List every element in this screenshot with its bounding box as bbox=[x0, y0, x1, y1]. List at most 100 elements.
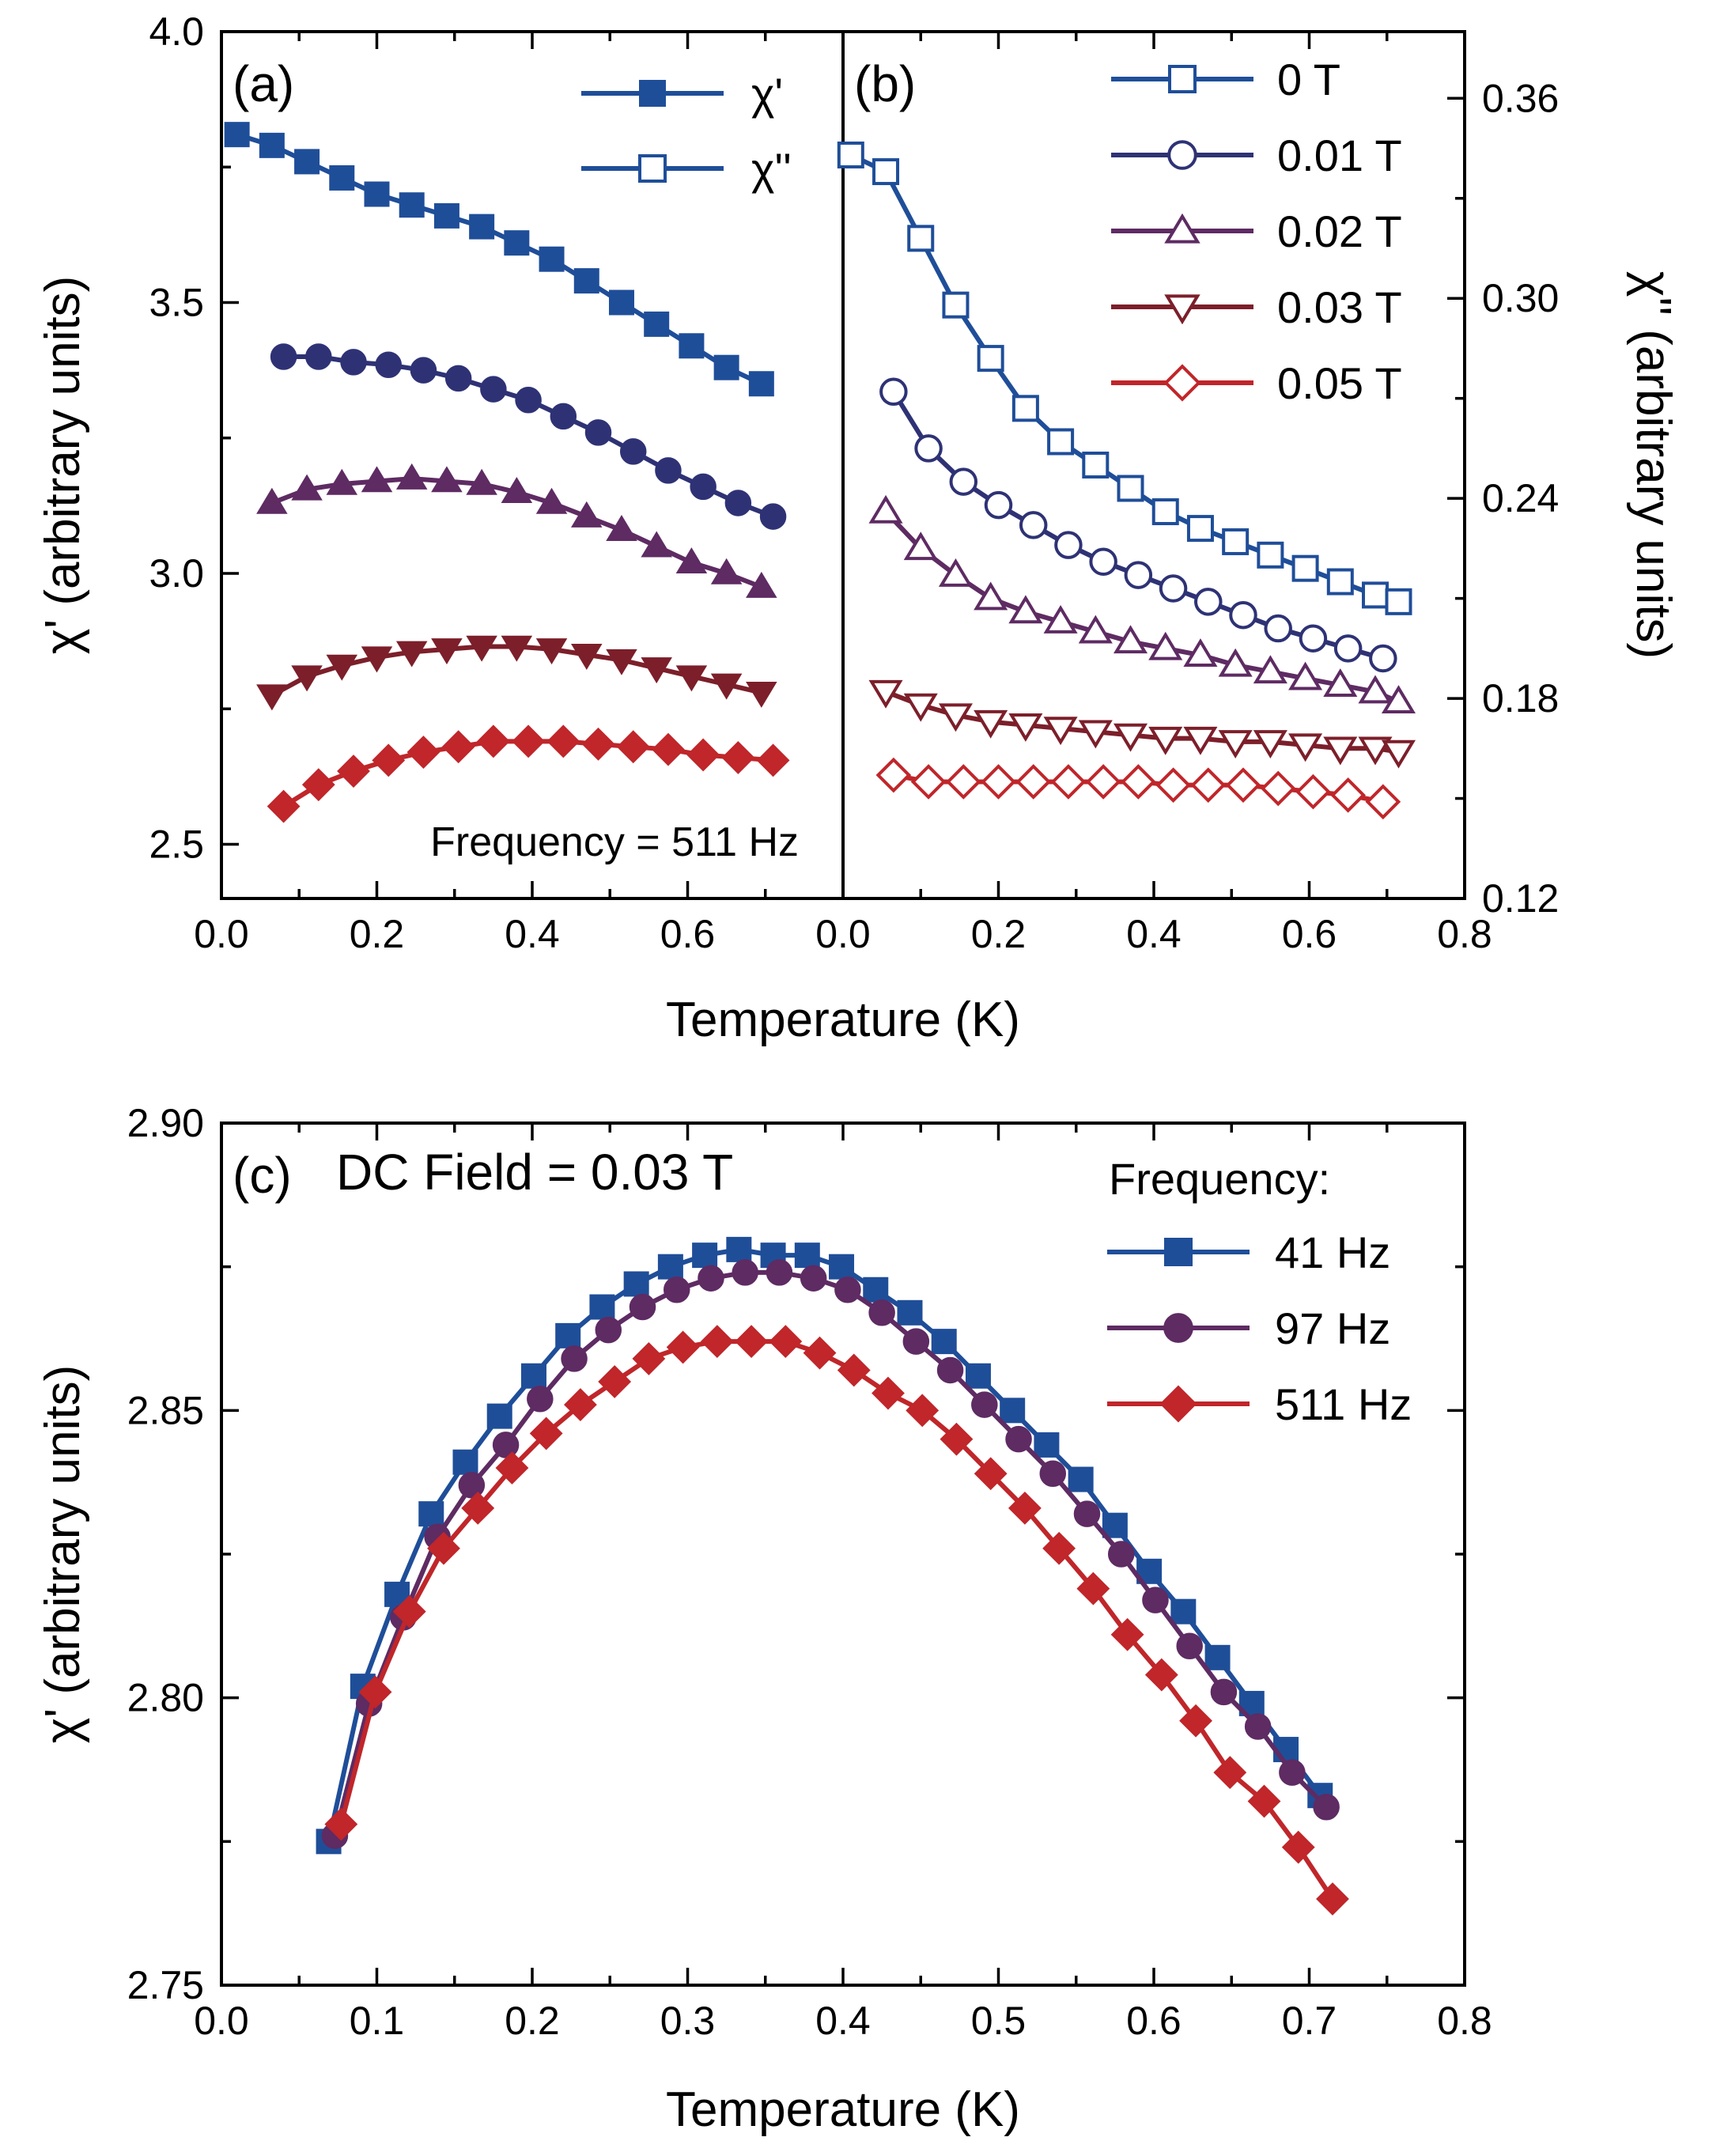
data-point bbox=[1381, 685, 1416, 714]
data-point bbox=[294, 149, 320, 175]
data-point bbox=[515, 387, 542, 414]
series-0-t bbox=[224, 122, 774, 397]
data-point bbox=[1078, 720, 1113, 749]
series-0-t bbox=[837, 141, 1412, 615]
data-point bbox=[1076, 1572, 1110, 1606]
data-point bbox=[573, 268, 599, 294]
data-point bbox=[431, 638, 463, 665]
data-point bbox=[868, 679, 903, 709]
data-point bbox=[305, 343, 332, 370]
data-point bbox=[361, 646, 393, 673]
data-point bbox=[1042, 1531, 1076, 1565]
data-point bbox=[571, 644, 603, 670]
data-point bbox=[1330, 777, 1366, 813]
data-point bbox=[433, 202, 459, 229]
frequency-annotation: Frequency = 511 Hz bbox=[430, 819, 799, 865]
data-point bbox=[458, 1472, 486, 1499]
data-point bbox=[1102, 1512, 1128, 1538]
data-point bbox=[641, 531, 672, 558]
data-point bbox=[358, 1675, 392, 1709]
data-point bbox=[837, 1353, 871, 1387]
series-0.03-t bbox=[868, 679, 1416, 769]
data-point bbox=[1034, 1432, 1060, 1458]
data-point bbox=[581, 727, 615, 761]
data-point bbox=[476, 724, 510, 758]
panel-c: 0.0 0.1 0.2 0.3 0.4 0.5 0.6 0.7 0.8 2.75 2.80 2.85 2… bbox=[36, 1101, 1492, 2137]
data-point bbox=[495, 1451, 529, 1485]
data-point bbox=[724, 490, 752, 516]
data-point bbox=[938, 703, 973, 732]
data-point bbox=[1000, 1398, 1026, 1424]
x-tick-label: 0.6 bbox=[1282, 912, 1337, 956]
x-tick-label: 0.6 bbox=[660, 912, 716, 956]
data-point bbox=[606, 515, 637, 541]
data-point bbox=[971, 1391, 998, 1418]
data-point bbox=[1323, 736, 1358, 766]
data-point bbox=[1124, 561, 1153, 589]
legend-label: 0.05 T bbox=[1277, 358, 1402, 408]
y-tick-label: 2.75 bbox=[127, 1963, 204, 2007]
legend-label: 0.01 T bbox=[1277, 130, 1402, 180]
data-point bbox=[977, 345, 1004, 373]
data-point bbox=[224, 122, 250, 148]
data-point bbox=[897, 1299, 923, 1326]
legend-marker bbox=[1164, 294, 1200, 325]
data-point bbox=[868, 494, 903, 524]
data-point bbox=[1008, 595, 1043, 624]
legend-marker bbox=[638, 154, 667, 183]
legend-label: 0 T bbox=[1277, 55, 1340, 104]
y-tick-label: 0.24 bbox=[1482, 476, 1559, 520]
x-axis-title: Temperature (K) bbox=[666, 2082, 1020, 2137]
data-point bbox=[340, 349, 367, 376]
data-point bbox=[1015, 764, 1052, 800]
data-point bbox=[1107, 1541, 1135, 1568]
data-point bbox=[337, 755, 370, 788]
legend: 0 T 0.01 T 0.02 T 0.03 T 0.05 T bbox=[1111, 55, 1402, 408]
data-point bbox=[364, 181, 390, 207]
y-tick-label: 0.18 bbox=[1482, 676, 1559, 721]
data-point bbox=[535, 638, 568, 665]
data-point bbox=[480, 376, 507, 403]
legend: 41 Hz 97 Hz 511 Hz bbox=[1107, 1227, 1412, 1429]
data-point bbox=[907, 225, 935, 252]
data-point bbox=[1362, 581, 1390, 609]
data-point bbox=[942, 291, 970, 319]
data-point bbox=[863, 1277, 889, 1303]
data-point bbox=[1082, 452, 1110, 478]
data-point bbox=[690, 473, 716, 501]
data-point bbox=[1229, 600, 1257, 630]
data-point bbox=[571, 501, 603, 528]
data-point bbox=[700, 1325, 734, 1359]
data-point bbox=[759, 503, 787, 530]
data-point bbox=[679, 333, 705, 359]
data-point bbox=[1144, 1658, 1178, 1692]
data-point bbox=[903, 531, 938, 561]
data-point bbox=[1047, 428, 1075, 456]
data-point bbox=[1039, 1460, 1067, 1488]
data-point bbox=[868, 1299, 895, 1326]
data-point bbox=[326, 654, 358, 681]
panel-label: (a) bbox=[233, 55, 294, 112]
data-point bbox=[710, 673, 743, 700]
data-point bbox=[938, 558, 973, 587]
data-point bbox=[461, 1491, 495, 1525]
x-tick-label: 0.3 bbox=[660, 1999, 716, 2043]
y-tick-label: 4.0 bbox=[149, 9, 204, 54]
data-point bbox=[652, 732, 685, 766]
data-point bbox=[1089, 547, 1117, 576]
data-point bbox=[1186, 515, 1214, 543]
data-point bbox=[1183, 638, 1218, 668]
x-tick-label: 0.0 bbox=[815, 912, 871, 956]
panel-a: 0.0 0.2 0.4 0.6 2.5 3.0 3.5 4.0 χ' (arbitrary un… bbox=[36, 9, 1020, 1047]
data-point bbox=[444, 365, 472, 392]
data-point bbox=[619, 438, 647, 465]
data-point bbox=[539, 246, 565, 272]
data-point bbox=[1385, 588, 1412, 615]
data-point bbox=[1005, 1425, 1032, 1453]
legend-label: 41 Hz bbox=[1275, 1227, 1390, 1277]
x-tick-label: 0.4 bbox=[815, 1999, 871, 2043]
data-point bbox=[1281, 1830, 1315, 1864]
data-point bbox=[466, 635, 497, 662]
data-point bbox=[698, 1265, 724, 1292]
data-point bbox=[267, 789, 301, 823]
